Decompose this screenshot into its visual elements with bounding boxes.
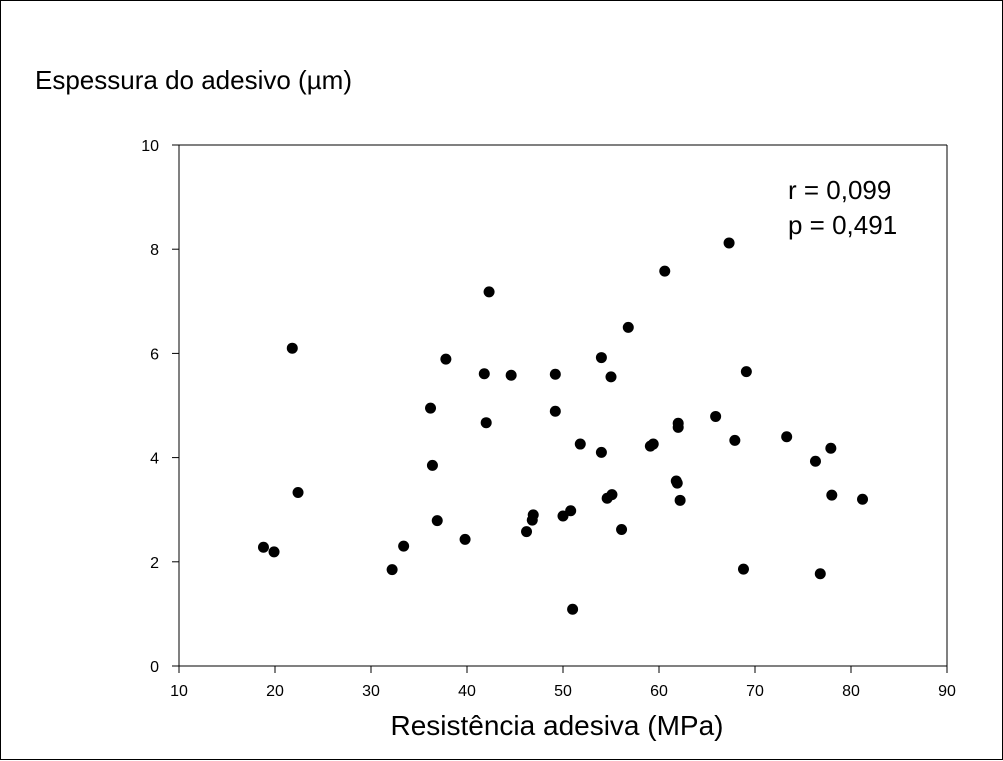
data-point xyxy=(729,434,741,446)
data-point xyxy=(606,489,618,501)
x-tick-label: 80 xyxy=(842,683,860,700)
data-point xyxy=(567,603,579,615)
y-axis-title: Espessura do adesivo (µm) xyxy=(35,65,352,95)
data-point xyxy=(257,541,269,553)
data-point xyxy=(710,410,722,422)
data-point xyxy=(723,237,735,249)
y-tick-label: 8 xyxy=(150,242,159,259)
data-point xyxy=(740,366,752,378)
data-point xyxy=(671,477,683,489)
data-point xyxy=(781,431,793,443)
data-point xyxy=(483,286,495,298)
data-point xyxy=(672,421,684,433)
y-tick-label: 6 xyxy=(150,346,159,363)
x-tick-label: 60 xyxy=(650,683,668,700)
data-point xyxy=(857,493,869,505)
data-point xyxy=(595,352,607,364)
data-point xyxy=(674,494,686,506)
data-point xyxy=(268,546,280,558)
data-point xyxy=(527,509,539,521)
data-point xyxy=(521,526,533,538)
data-point xyxy=(809,455,821,467)
data-point xyxy=(425,402,437,414)
data-point xyxy=(440,353,452,365)
data-point xyxy=(459,533,471,545)
data-point xyxy=(647,438,659,450)
x-tick-label: 40 xyxy=(458,683,476,700)
data-point xyxy=(574,438,586,450)
data-point xyxy=(386,564,398,576)
data-point xyxy=(826,489,838,501)
data-point xyxy=(426,459,438,471)
data-points xyxy=(257,237,869,615)
data-point xyxy=(605,371,617,383)
data-point xyxy=(825,442,837,454)
data-point xyxy=(565,505,577,517)
data-point xyxy=(505,369,517,381)
data-point xyxy=(431,515,443,527)
x-tick-label: 10 xyxy=(170,683,188,700)
y-tick-label: 0 xyxy=(150,659,159,676)
data-point xyxy=(557,510,569,522)
axes: 0 2 4 6 8 10 10 20 30 40 50 60 70 80 90 xyxy=(141,138,956,700)
correlation-coefficient: r = 0,099 xyxy=(788,175,891,205)
y-tick-label: 10 xyxy=(141,138,159,155)
p-value: p = 0,491 xyxy=(788,210,897,240)
data-point xyxy=(616,523,628,535)
data-point xyxy=(549,405,561,417)
x-tick-label: 20 xyxy=(266,683,284,700)
y-tick-label: 2 xyxy=(150,555,159,572)
data-point xyxy=(595,446,607,458)
data-point xyxy=(659,265,671,277)
x-tick-label: 30 xyxy=(362,683,380,700)
y-tick-label: 4 xyxy=(150,451,159,468)
data-point xyxy=(814,568,826,580)
x-tick-label: 70 xyxy=(746,683,764,700)
data-point xyxy=(398,540,410,552)
data-point xyxy=(480,417,492,429)
data-point xyxy=(549,368,561,380)
x-axis-title: Resistência adesiva (MPa) xyxy=(390,710,723,741)
data-point xyxy=(292,487,304,499)
data-point xyxy=(286,342,298,354)
x-tick-label: 90 xyxy=(938,683,956,700)
data-point xyxy=(737,563,749,575)
data-point xyxy=(622,321,634,333)
x-tick-label: 50 xyxy=(554,683,572,700)
data-point xyxy=(478,368,490,380)
